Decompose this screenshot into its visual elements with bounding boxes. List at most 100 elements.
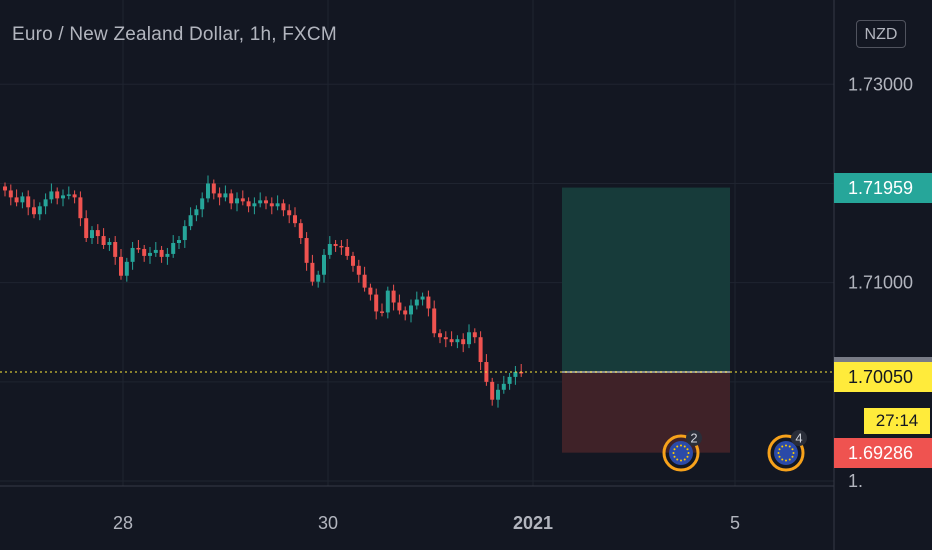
candle-body-67 xyxy=(391,290,396,303)
candle-body-45 xyxy=(264,200,268,204)
candle-body-51 xyxy=(298,223,303,239)
candle-body-25 xyxy=(148,252,152,256)
eu-flag-star xyxy=(778,448,781,451)
candle-body-70 xyxy=(409,305,413,315)
candle-body-53 xyxy=(310,262,315,282)
candles xyxy=(0,175,834,408)
candle-body-59 xyxy=(345,246,350,256)
candle-body-77 xyxy=(449,339,454,343)
price-label-2: 1.70050 xyxy=(834,361,932,392)
candle-body-36 xyxy=(211,183,216,194)
candle-body-50 xyxy=(293,215,297,224)
candle-body-76 xyxy=(443,337,448,340)
candle-body-81 xyxy=(472,332,477,338)
price-label-3: 1.69286 xyxy=(834,437,932,468)
symbol-title[interactable]: Euro / New Zealand Dollar, 1h, FXCM xyxy=(12,24,337,45)
candle-body-8 xyxy=(49,191,54,200)
eu-flag-star xyxy=(672,452,675,454)
candle-body-42 xyxy=(246,201,251,207)
candle-body-88 xyxy=(513,371,518,377)
eu-flag-star xyxy=(777,452,780,454)
candle-body-7 xyxy=(43,199,48,207)
candle-body-44 xyxy=(258,200,263,204)
eu-flag-star xyxy=(683,458,686,461)
candle-body-16 xyxy=(95,230,100,237)
candle-body-71 xyxy=(414,299,419,306)
candle-body-49 xyxy=(287,210,292,216)
candle-body-75 xyxy=(438,333,442,338)
candle-body-29 xyxy=(171,243,176,254)
event-count-badge-1 xyxy=(791,430,807,446)
candle-body-4 xyxy=(26,196,31,208)
eu-flag-star xyxy=(778,455,781,458)
eu-flag-star xyxy=(788,458,791,461)
candle-body-32 xyxy=(188,215,193,227)
candle-body-28 xyxy=(165,253,170,257)
candle-body-85 xyxy=(496,389,500,400)
eu-flag-star xyxy=(673,455,676,458)
eu-flag-icon xyxy=(774,441,798,465)
candle-body-86 xyxy=(501,383,506,390)
candle-body-35 xyxy=(206,183,210,199)
candle-body-1 xyxy=(8,190,13,198)
eu-flag-star xyxy=(785,459,787,462)
bar-countdown: 27:14 xyxy=(864,407,930,434)
eu-flag-star xyxy=(781,445,784,448)
candle-body-52 xyxy=(304,238,309,263)
candle-body-41 xyxy=(240,198,245,202)
candle-body-80 xyxy=(467,332,471,345)
eu-flag-star xyxy=(781,458,784,461)
candle-body-89 xyxy=(519,371,524,374)
candle-body-22 xyxy=(130,247,135,262)
candle-body-26 xyxy=(153,249,158,253)
candle-body-69 xyxy=(403,310,408,315)
eu-flag-star xyxy=(673,448,676,451)
candle-body-40 xyxy=(235,198,239,204)
candle-body-9 xyxy=(55,191,60,199)
event-count-1: 4 xyxy=(795,431,802,446)
eu-flag-star xyxy=(687,452,690,454)
eu-flag-star xyxy=(676,458,679,461)
currency-badge[interactable]: NZD xyxy=(856,20,906,48)
time-tick-label-3: 5 xyxy=(730,513,740,533)
candle-body-68 xyxy=(397,302,402,311)
candle-body-84 xyxy=(490,381,495,400)
candle-body-63 xyxy=(368,287,373,295)
candle-body-43 xyxy=(252,203,257,207)
candle-body-18 xyxy=(107,242,112,245)
candle-body-48 xyxy=(281,203,286,211)
candle-body-61 xyxy=(356,265,361,275)
candle-body-5 xyxy=(32,207,36,215)
event-ring-1 xyxy=(767,434,805,472)
candle-body-54 xyxy=(316,274,321,282)
candle-body-65 xyxy=(380,311,384,313)
candle-body-47 xyxy=(275,203,280,207)
candle-body-72 xyxy=(420,296,425,300)
eu-flag-star xyxy=(686,448,689,451)
long-position-tool[interactable] xyxy=(562,187,730,453)
eu-flag-star xyxy=(792,452,795,454)
event-count-badge-0 xyxy=(686,430,702,446)
event-count-0: 2 xyxy=(690,431,697,446)
candle-body-23 xyxy=(136,247,141,250)
price-tick-label-3: 1. xyxy=(848,471,863,491)
time-tick-label-1: 30 xyxy=(318,513,338,533)
candle-body-19 xyxy=(113,242,118,257)
eu-flag-star xyxy=(785,444,787,447)
candle-body-21 xyxy=(124,261,129,276)
candle-body-6 xyxy=(37,206,42,215)
profit-zone xyxy=(562,187,730,373)
candle-body-13 xyxy=(78,197,83,219)
price-tick-label-1: 1.73000 xyxy=(848,74,913,94)
candle-body-20 xyxy=(119,256,123,276)
candle-body-46 xyxy=(269,203,274,207)
candle-body-10 xyxy=(61,195,65,199)
candle-body-79 xyxy=(461,339,466,345)
eu-flag-star xyxy=(683,445,686,448)
candle-body-27 xyxy=(159,249,164,257)
eu-flag-star xyxy=(680,459,682,462)
candle-body-34 xyxy=(200,198,205,210)
time-tick-label-2: 2021 xyxy=(513,513,553,533)
